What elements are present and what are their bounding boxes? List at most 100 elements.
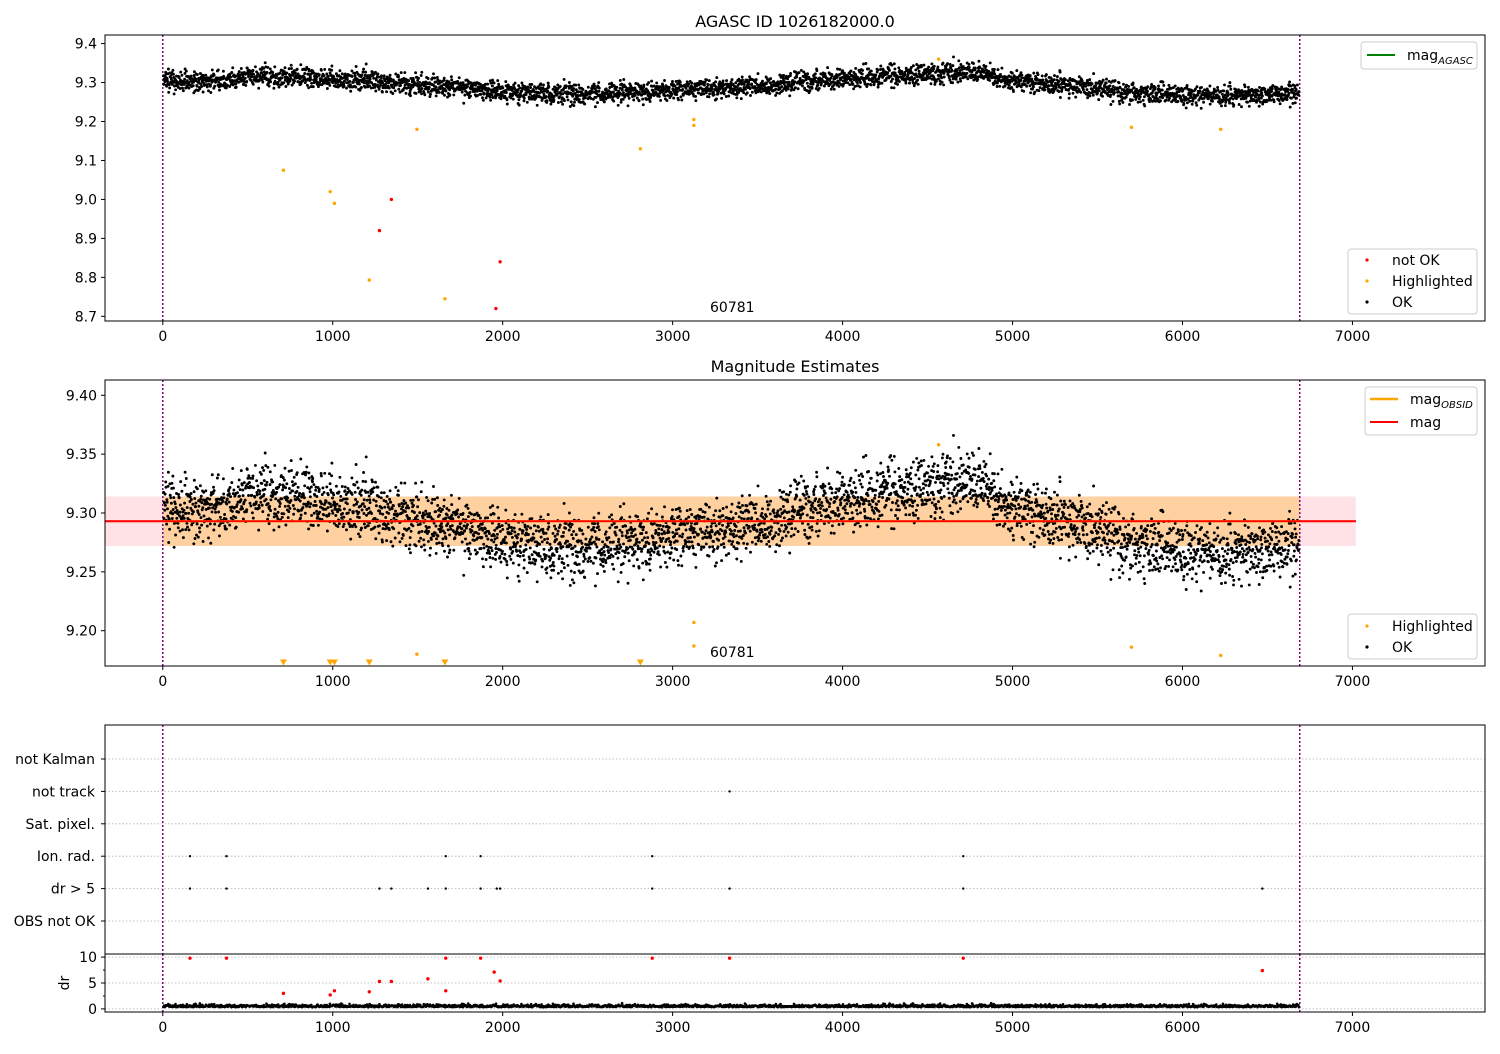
data-point-ok [558,95,561,98]
data-point-ok [811,87,814,90]
data-point-ok [171,475,174,478]
data-point-ok [274,497,277,500]
data-point-ok [1154,86,1157,89]
data-point-ok [292,513,295,516]
data-point-ok [1086,96,1089,99]
data-point-ok [485,535,488,538]
data-point-ok [499,555,502,558]
data-point-ok [955,78,958,81]
data-point-ok [866,83,869,86]
data-point-ok [294,71,297,74]
data-point-ok [1223,83,1226,86]
data-point-ok [441,544,444,547]
data-point-ok [690,82,693,85]
data-point-ok [451,514,454,517]
data-point-ok [239,488,242,491]
data-point-ok [276,517,279,520]
data-point-ok [838,68,841,71]
data-point-ok [622,78,625,81]
data-point-ok [283,479,286,482]
data-point-ok [178,511,181,514]
data-point-ok [401,537,404,540]
data-point-ok [446,513,449,516]
data-point-ok [411,524,414,527]
data-point-ok [293,495,296,498]
data-point-ok [240,67,243,70]
data-point-ok [308,505,311,508]
data-point-ok [303,496,306,499]
data-point-ok [268,505,271,508]
data-point-ok [168,86,171,89]
data-point-ok [230,481,233,484]
data-point-ok [1030,78,1033,81]
data-point-ok [1020,71,1023,74]
data-point-ok [1121,92,1124,95]
data-point-ok [1053,74,1056,77]
data-point-ok [965,72,968,75]
data-point-ok [180,74,183,77]
data-point-ok [1191,103,1194,106]
data-point-ok [380,496,383,499]
data-point-ok [279,502,282,505]
data-point-ok [199,498,202,501]
data-point-ok [974,67,977,70]
data-point-ok [198,531,201,534]
data-point-ok [1058,80,1061,83]
data-point-ok [451,524,454,527]
data-point-ok [329,503,332,506]
data-point-ok [171,517,174,520]
data-point-ok [627,104,630,107]
data-point-ok [1294,101,1297,104]
data-point-ok [172,487,175,490]
data-point-ok [362,471,365,474]
data-point-ok [278,525,281,528]
data-point-ok [888,69,891,72]
data-point-ok [393,517,396,520]
data-point-ok [900,70,903,73]
data-point-ok [307,501,310,504]
data-point-ok [407,506,410,509]
data-point-ok [287,510,290,513]
data-point-ok [335,485,338,488]
data-point-ok [458,497,461,500]
data-point-ok [1279,88,1282,91]
data-point-ok [469,95,472,98]
data-point-ok [274,508,277,511]
data-point-ok [430,538,433,541]
data-point-ok [563,99,566,102]
data-point-ok [489,556,492,559]
data-point-ok [516,91,519,94]
data-point-ok [183,484,186,487]
data-point-ok [470,513,473,516]
data-point-ok [908,82,911,85]
data-point-ok [444,517,447,520]
data-point-ok [436,76,439,79]
data-point-ok [1114,79,1117,82]
data-point-ok [235,526,238,529]
data-point-ok [1162,84,1165,87]
data-point-ok [257,87,260,90]
data-point-ok [334,514,337,517]
data-point-ok [375,500,378,503]
data-point-ok [957,59,960,62]
data-point-ok [713,93,716,96]
data-point-ok [877,86,880,89]
panel-title: AGASC ID 1026182000.0 [695,12,895,31]
data-point-ok [254,65,257,68]
data-point-ok [383,74,386,77]
data-point-ok [1143,95,1146,98]
data-point-ok [412,499,415,502]
data-point-ok [438,541,441,544]
data-point-ok [761,80,764,83]
data-point-ok [314,489,317,492]
data-point-ok [491,504,494,507]
data-point-ok [341,72,344,75]
data-point-ok [199,484,202,487]
data-point-ok [462,574,465,577]
data-point-ok [1296,84,1299,87]
data-point-ok [275,491,278,494]
data-point-ok [525,93,528,96]
data-point-ok [214,511,217,514]
data-point-ok [332,493,335,496]
data-point-ok [427,499,430,502]
